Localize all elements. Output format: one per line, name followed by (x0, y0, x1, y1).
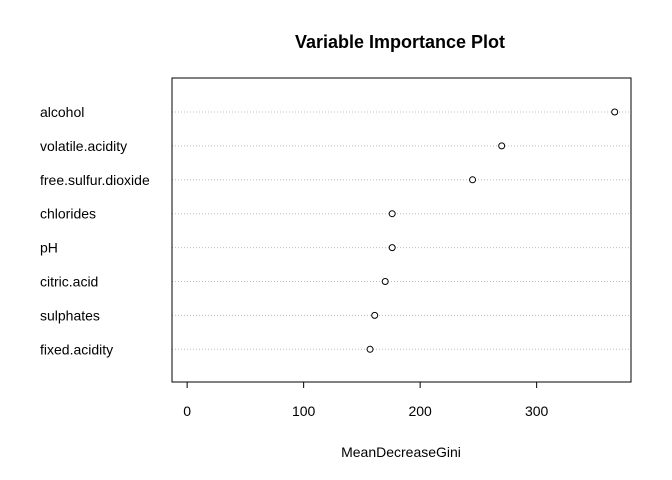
category-label: sulphates (40, 307, 100, 323)
gridlines (172, 111, 631, 350)
category-label: fixed.acidity (40, 341, 113, 357)
plot-frame (171, 77, 632, 383)
x-tick-label: 0 (183, 403, 191, 419)
category-label: chlorides (40, 206, 96, 222)
category-label: free.sulfur.dioxide (40, 172, 150, 188)
category-label: volatile.acidity (40, 138, 127, 154)
category-label: alcohol (40, 104, 84, 120)
x-tick-label: 100 (292, 403, 316, 419)
data-point (611, 108, 619, 116)
data-point (388, 244, 396, 252)
category-label: pH (40, 240, 58, 256)
data-point (366, 345, 374, 353)
category-label: citric.acid (40, 274, 98, 290)
category-labels: alcohol volatile.acidity free.sulfur.dioxi… (40, 104, 150, 357)
x-axis: 0 100 200 300 (183, 381, 549, 419)
data-point (498, 142, 506, 150)
x-tick-label: 300 (525, 403, 549, 419)
data-point (371, 311, 379, 319)
data-points (366, 108, 619, 353)
data-point (469, 176, 477, 184)
data-point (388, 210, 396, 218)
x-axis-label: MeanDecreaseGini (341, 444, 461, 460)
data-point (381, 278, 389, 285)
x-tick-label: 200 (408, 403, 432, 419)
chart-title: Variable Importance Plot (295, 32, 505, 52)
